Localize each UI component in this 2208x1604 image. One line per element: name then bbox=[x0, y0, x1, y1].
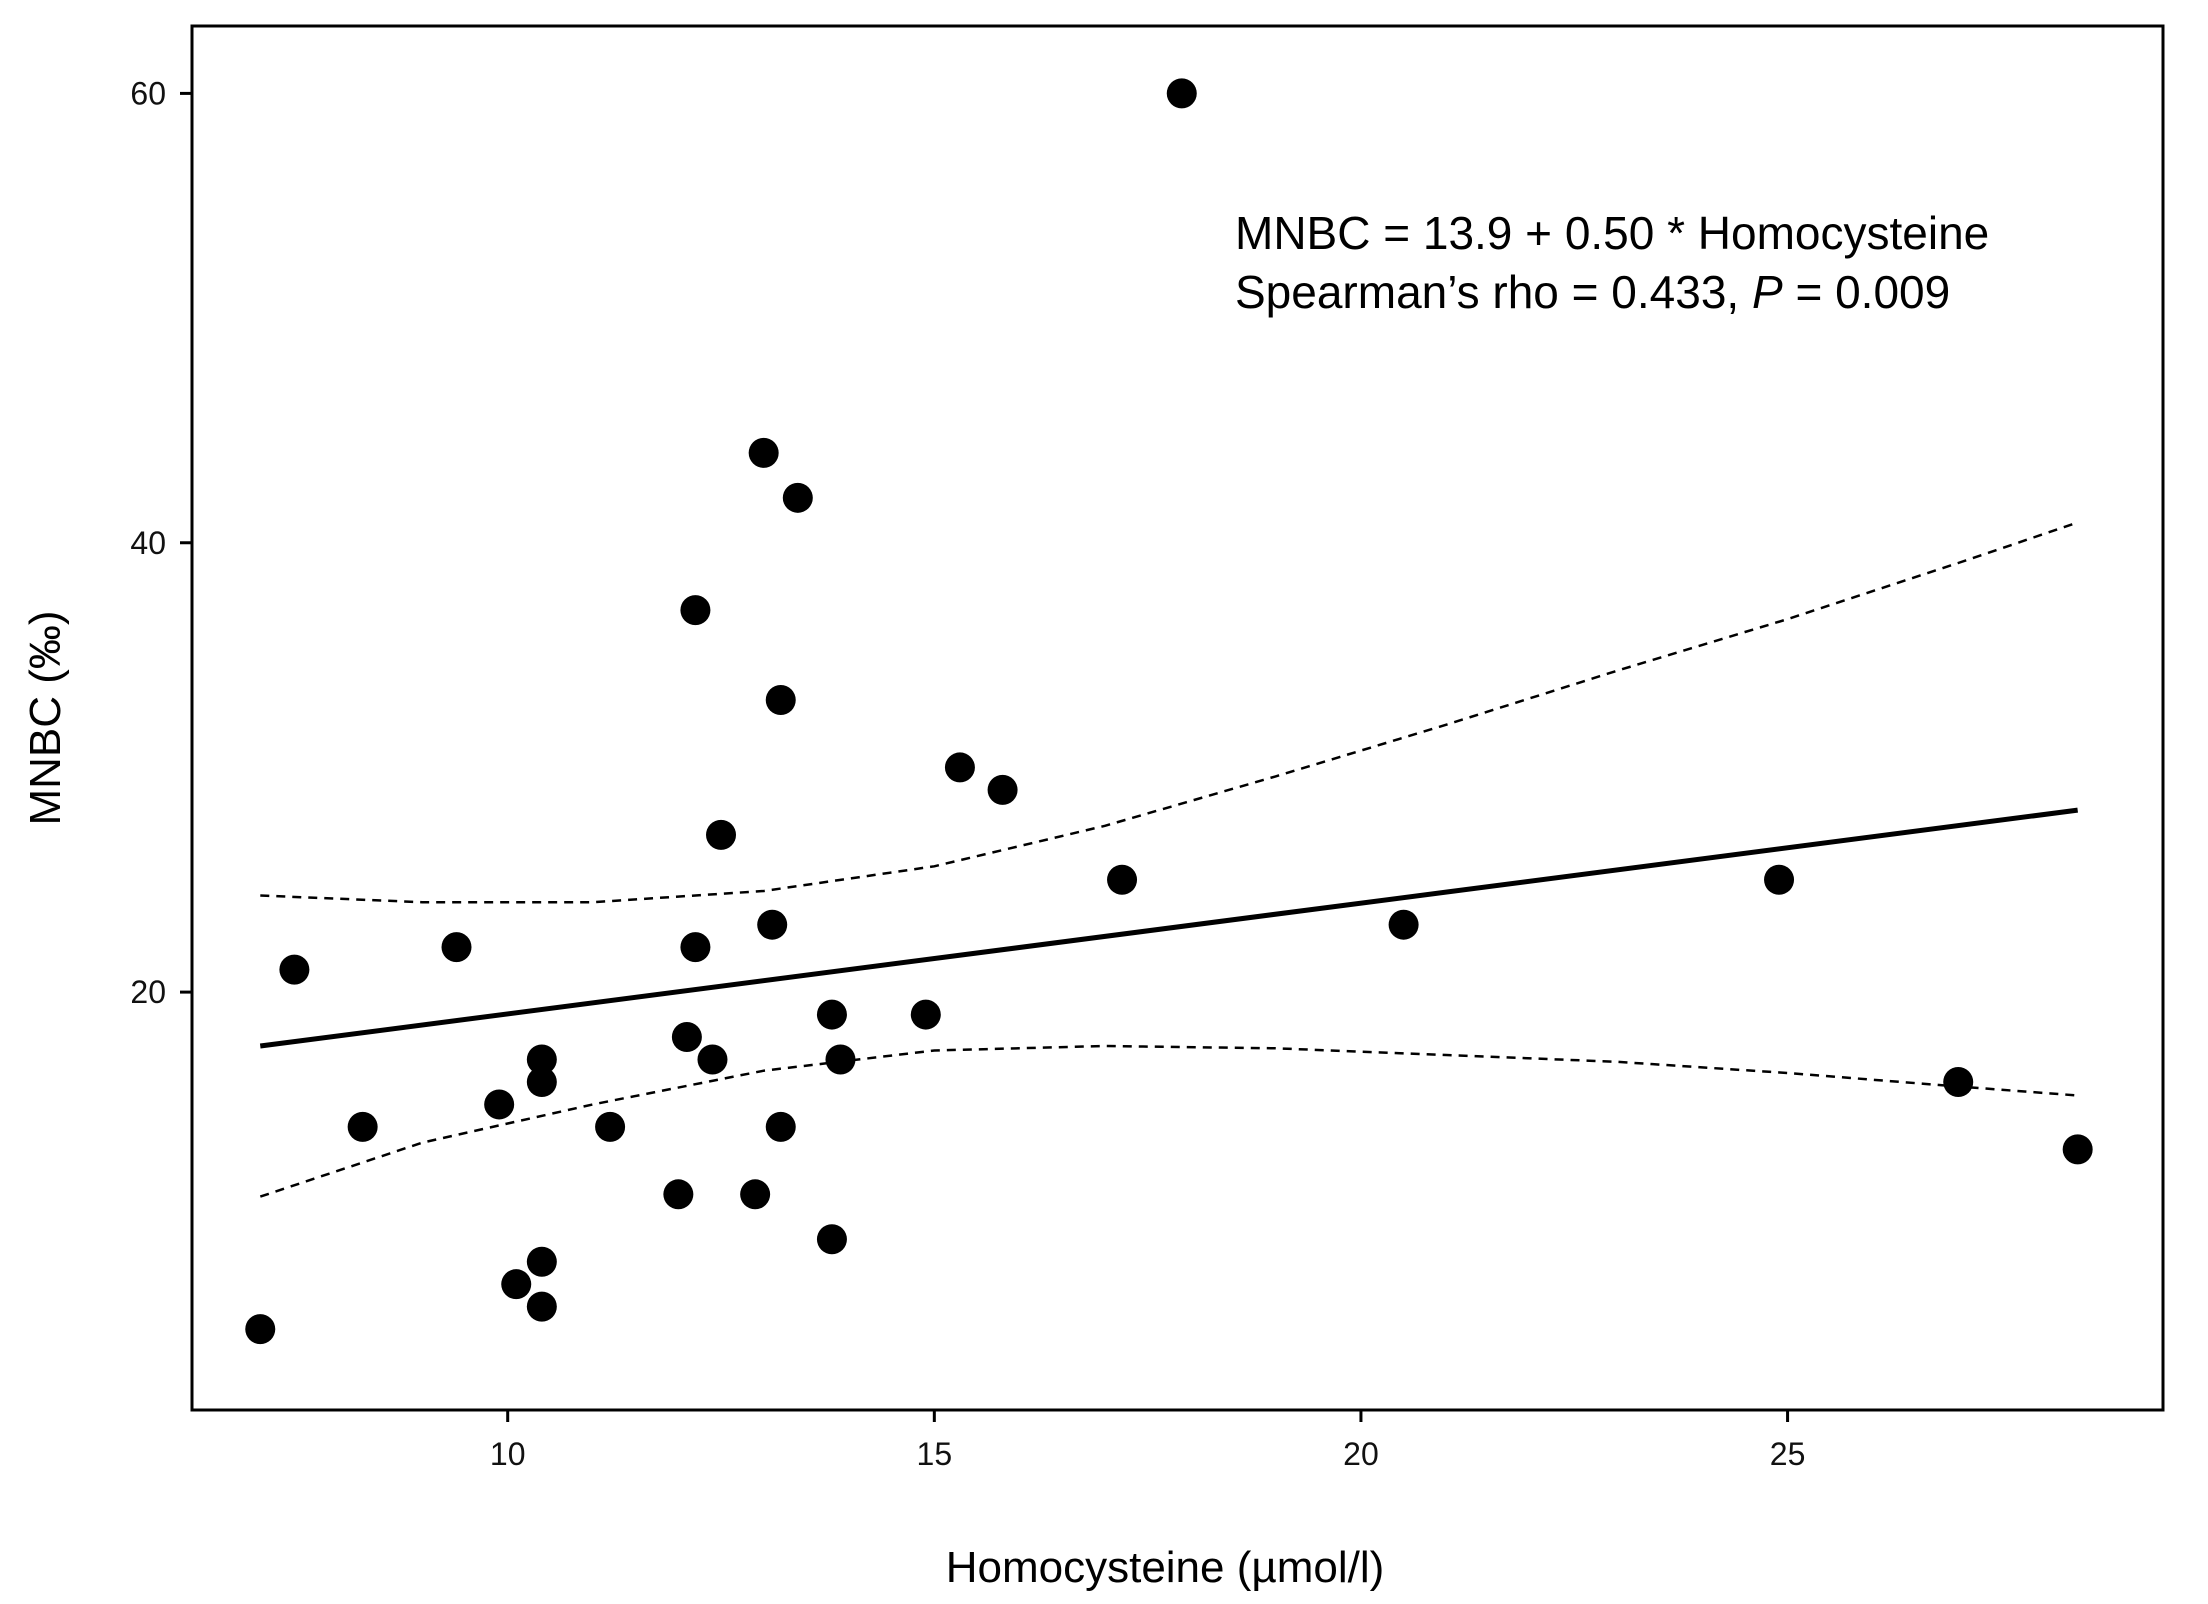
y-tick-label: 40 bbox=[130, 525, 166, 561]
statistic-annotation: Spearman’s rho = 0.433, P = 0.009 bbox=[1235, 266, 1950, 318]
data-point bbox=[765, 1111, 796, 1142]
data-point bbox=[740, 1179, 771, 1210]
data-point bbox=[987, 774, 1018, 805]
confidence-band-lower bbox=[259, 1044, 2078, 1198]
data-point bbox=[347, 1111, 378, 1142]
data-point bbox=[706, 819, 737, 850]
data-point bbox=[680, 932, 711, 963]
data-points bbox=[245, 78, 2093, 1345]
data-point bbox=[1388, 909, 1419, 940]
y-tick-label: 60 bbox=[130, 75, 166, 111]
data-point bbox=[816, 999, 847, 1030]
data-point bbox=[944, 752, 975, 783]
data-point bbox=[782, 482, 813, 513]
data-point bbox=[663, 1179, 694, 1210]
y-axis-title: MNBC (‰) bbox=[21, 610, 70, 825]
statistic-p-value: = 0.009 bbox=[1783, 266, 1951, 318]
x-tick-label: 10 bbox=[490, 1436, 526, 1472]
data-point bbox=[526, 1044, 557, 1075]
data-point bbox=[757, 909, 788, 940]
data-point bbox=[2062, 1134, 2093, 1165]
data-point bbox=[245, 1314, 276, 1345]
data-point bbox=[526, 1246, 557, 1277]
confidence-band-upper bbox=[260, 521, 2079, 904]
data-point bbox=[595, 1111, 626, 1142]
data-point bbox=[526, 1066, 557, 1097]
data-point bbox=[816, 1224, 847, 1255]
x-axis-title: Homocysteine (µmol/l) bbox=[946, 1543, 1385, 1592]
x-axis-ticks: 10 15 20 25 bbox=[490, 1410, 1805, 1472]
data-point bbox=[680, 595, 711, 626]
x-tick-label: 20 bbox=[1343, 1436, 1379, 1472]
data-point bbox=[697, 1044, 728, 1075]
y-tick-label: 20 bbox=[130, 974, 166, 1010]
plot-frame bbox=[190, 24, 2165, 1412]
data-point bbox=[825, 1044, 856, 1075]
data-point bbox=[441, 932, 472, 963]
x-tick-label: 25 bbox=[1770, 1436, 1806, 1472]
data-point bbox=[671, 1022, 702, 1053]
data-point bbox=[501, 1269, 532, 1300]
data-point bbox=[765, 685, 796, 716]
x-tick-label: 15 bbox=[917, 1436, 953, 1472]
statistic-rho-text: Spearman’s rho = 0.433, bbox=[1235, 266, 1752, 318]
data-point bbox=[484, 1089, 515, 1120]
data-point bbox=[1764, 864, 1795, 895]
y-axis-ticks: 20 40 60 bbox=[130, 75, 192, 1010]
data-point bbox=[526, 1291, 557, 1322]
regression-line bbox=[259, 807, 2078, 1049]
equation-annotation: MNBC = 13.9 + 0.50 * Homocysteine bbox=[1235, 207, 1989, 259]
data-point bbox=[1166, 78, 1197, 109]
data-point bbox=[1943, 1066, 1974, 1097]
data-point bbox=[910, 999, 941, 1030]
data-point bbox=[748, 437, 779, 468]
statistic-p-symbol: P bbox=[1752, 266, 1783, 318]
data-point bbox=[279, 954, 310, 985]
data-point bbox=[1107, 864, 1138, 895]
